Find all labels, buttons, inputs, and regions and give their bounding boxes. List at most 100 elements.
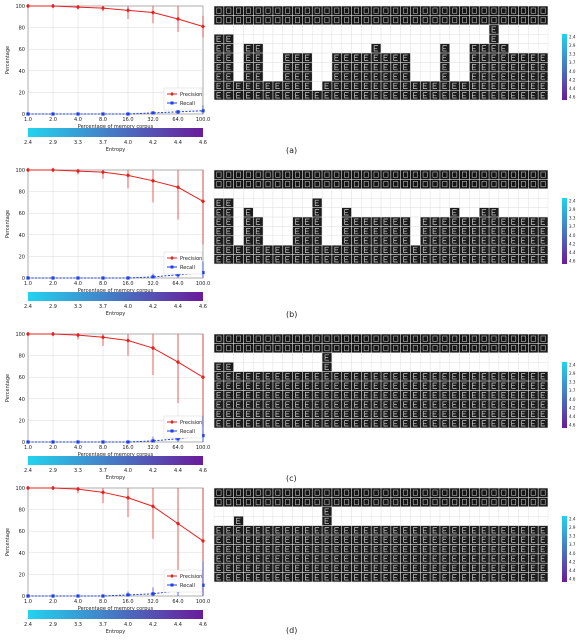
retrieved-thumbnail [528,226,538,236]
thumbnail-bg [322,170,332,180]
thumbnail-glyph [432,489,438,496]
thumbnail-glyph [295,218,300,225]
thumbnail-glyph [353,17,359,24]
retrieved-thumbnail [509,525,519,535]
thumbnail-bg [440,343,450,353]
retrieved-thumbnail [233,535,244,545]
thumbnail-glyph [403,527,408,534]
entropy-tick-label: 4.0 [124,140,132,146]
retrieved-thumbnail [420,381,430,391]
thumbnail-glyph [226,499,232,506]
thumbnail-bg [292,343,303,353]
retrieved-thumbnail [292,544,303,554]
thumbnail-bg [469,170,479,180]
thumbnail-glyph [521,246,526,253]
thumbnail-glyph [373,82,379,89]
grid-cell [518,198,529,208]
query-thumbnail [292,497,303,507]
thumbnail-glyph [472,92,477,99]
retrieved-thumbnail [253,217,263,227]
query-thumbnail [381,170,391,180]
thumbnail-glyph [462,546,467,553]
retrieved-thumbnail [224,535,234,545]
data-point-recall [176,437,180,441]
retrieved-thumbnail [273,371,283,381]
retrieved-thumbnail [312,563,322,573]
entropy-tick-label: 3.3 [74,140,82,146]
retrieved-thumbnail [489,34,499,44]
query-thumbnail [214,15,224,25]
grid-cell [243,352,254,363]
entropy-tick-label: 2.4 [24,468,32,474]
retrieved-thumbnail [518,572,529,582]
query-thumbnail [391,497,401,507]
retrieved-thumbnail [538,535,548,545]
thumbnail-glyph [216,246,221,253]
thumbnail-glyph [275,499,281,506]
thumbnail-glyph [530,401,536,408]
thumbnail-glyph [432,564,437,571]
retrieved-thumbnail [361,226,371,236]
thumbnail-bg [410,488,420,498]
retrieved-thumbnail [283,371,293,381]
thumbnail-glyph [530,546,536,553]
thumbnail-glyph [255,64,261,71]
thumbnail-glyph [412,499,418,506]
retrieved-thumbnail [479,236,489,245]
thumbnail-glyph [314,527,320,534]
legend-label-recall: Recall [180,429,195,435]
retrieved-thumbnail [528,62,538,72]
grid-cell [459,34,470,44]
retrieved-thumbnail [342,409,352,419]
thumbnail-glyph [472,401,477,408]
grid-cell [351,207,362,218]
side-colorbar-tick-label: 4.4 [569,86,576,91]
grid-cell [410,235,421,246]
thumbnail-glyph [530,256,536,263]
thumbnail-glyph [246,92,251,99]
retrieved-thumbnail [400,90,411,100]
thumbnail-bg [351,179,362,189]
thumbnail-glyph [383,392,388,399]
grid-cell [341,352,352,363]
query-thumbnail [283,334,293,344]
retrieved-thumbnail [361,544,371,554]
thumbnail-bg [410,15,420,25]
grid-cell [459,516,470,526]
retrieved-thumbnail [224,525,234,535]
x-tick-label: 100.0 [196,599,210,605]
thumbnail-glyph [481,82,487,89]
retrieved-thumbnail [371,53,381,63]
retrieved-thumbnail [312,535,322,545]
grid-cell [370,34,382,44]
thumbnail-glyph [363,256,369,263]
thumbnail-glyph [246,256,251,263]
thumbnail-bg [538,15,548,25]
thumbnail-bg [263,170,273,180]
thumbnail-glyph [324,564,329,571]
retrieved-thumbnail [214,198,224,208]
thumbnail-glyph [383,536,388,543]
grid-cell [498,506,509,517]
thumbnail-glyph [442,527,447,534]
thumbnail-bg [479,170,489,180]
thumbnail-glyph [491,92,496,99]
thumbnail-bg [351,170,362,180]
entropy-tick-label: 4.4 [174,140,182,146]
retrieved-thumbnail [410,554,420,563]
retrieved-thumbnail [440,81,450,91]
retrieved-thumbnail [499,236,509,245]
thumbnail-glyph [334,256,339,263]
grid-cell [518,24,529,35]
grid-cell [508,516,519,526]
retrieved-thumbnail [283,572,293,582]
retrieved-thumbnail [332,371,342,381]
retrieved-thumbnail [361,371,371,381]
query-thumbnail [214,343,224,353]
thumbnail-glyph [324,517,329,524]
retrieved-thumbnail [430,544,440,554]
retrieved-thumbnail [263,554,273,563]
thumbnail-glyph [530,73,536,80]
thumbnail-glyph [354,564,359,571]
retrieved-thumbnail [450,81,460,91]
